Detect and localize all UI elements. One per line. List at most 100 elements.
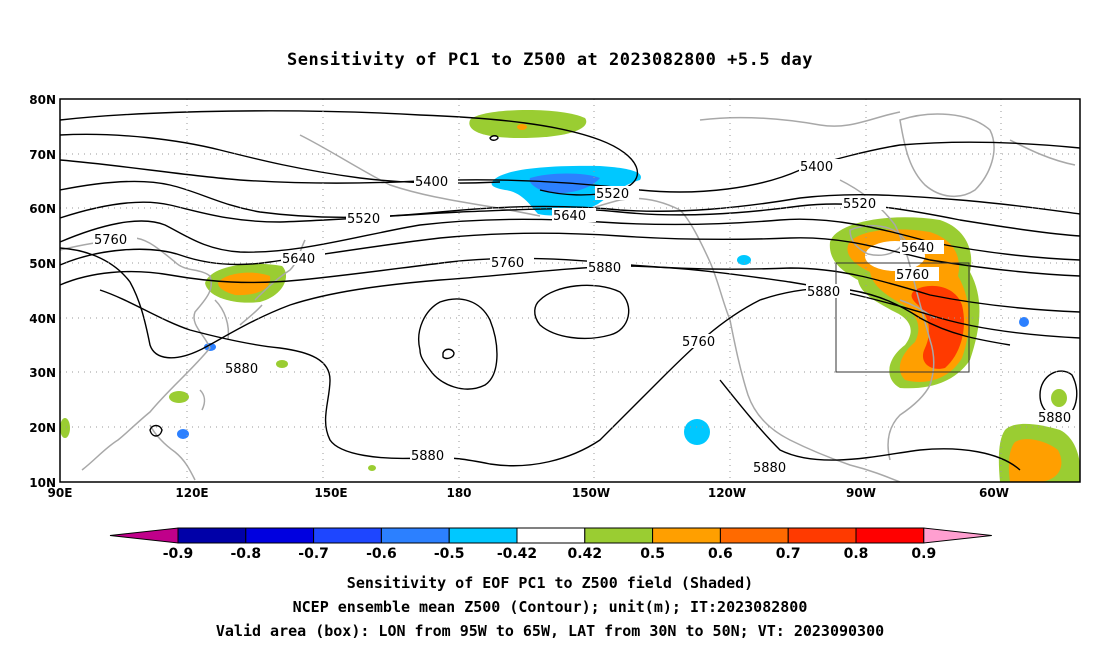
colorbar-tick-label: 0.42: [568, 546, 603, 562]
lon-label: 150E: [314, 486, 347, 500]
contour-label-5880: 5880: [225, 362, 258, 377]
contour-label-5880: 5880: [753, 461, 786, 476]
colorbar-tick-label: -0.8: [230, 546, 261, 562]
colorbar-tick-label: -0.6: [366, 546, 397, 562]
contour-5760: [60, 247, 1080, 359]
lat-label: 60N: [29, 202, 56, 216]
colorbar-segment: [855, 527, 925, 544]
lon-label: 90W: [846, 486, 876, 500]
shade-scs-green: [169, 391, 189, 403]
shade-wp-green: [276, 360, 288, 368]
coast-na-west: [729, 319, 901, 482]
valid-area-box: [835, 262, 970, 373]
shade-pac-blue: [684, 419, 710, 445]
shade-atl-green2: [1051, 389, 1067, 407]
contour-label-5760: 5760: [94, 233, 127, 248]
contour-label-5760: 5760: [682, 335, 715, 350]
colorbar-high-extension: [923, 527, 992, 544]
shade-arctic-orange: [517, 124, 527, 130]
contour-label-5880: 5880: [1038, 411, 1071, 426]
contour-label-5640: 5640: [901, 241, 934, 256]
coast-hudson: [849, 224, 906, 256]
colorbar-segment: [516, 527, 586, 544]
contour-a: [60, 180, 1080, 218]
coast-alaska: [559, 197, 731, 321]
colorbar-low-extension: [109, 527, 179, 544]
caption-line-2: NCEP ensemble mean Z500 (Contour); unit(…: [292, 598, 808, 616]
contour-small-1: [442, 348, 455, 360]
coast-philippines: [149, 424, 196, 481]
colorbar-tick-label: 0.9: [911, 546, 936, 562]
colorbar-tick-label: 0.5: [640, 546, 665, 562]
shade-atl-orange: [1008, 439, 1062, 482]
coast-korea: [214, 299, 230, 341]
shade-pac-green2: [368, 465, 376, 471]
colorbar-segment: [313, 527, 382, 544]
shade-ph-blue: [177, 429, 189, 439]
contour-anticyclone: [418, 298, 498, 390]
contour-b: [60, 218, 1080, 261]
lat-label: 20N: [29, 421, 56, 435]
coastline-layer: [60, 111, 1076, 482]
shade-japan-orange: [218, 272, 271, 296]
colorbar-segment: [380, 527, 450, 544]
contour-pacific-high: [534, 284, 630, 340]
contour-label-5880: 5880: [411, 449, 444, 464]
contour-label-5880: 5880: [588, 261, 621, 276]
coast-asia: [60, 237, 212, 471]
lon-label: 90E: [48, 486, 73, 500]
contour-label-5760: 5760: [491, 256, 524, 271]
colorbar-tick-label: 0.8: [844, 546, 869, 562]
coast-siberia: [299, 134, 541, 217]
colorbar-segment: [584, 527, 654, 544]
contour-5880: [99, 287, 1011, 467]
colorbar-segment: [652, 527, 721, 544]
shade-atl-blue: [1019, 317, 1029, 327]
shade-id-green: [60, 418, 70, 438]
contour-c: [60, 257, 1080, 313]
contour-label-5640: 5640: [282, 252, 315, 267]
contour-label-5400: 5400: [800, 160, 833, 175]
contour-5640: [60, 232, 1080, 277]
contour-label-5400: 5400: [415, 175, 448, 190]
colorbar-segment: [245, 527, 315, 544]
coast-taiwan: [199, 389, 206, 411]
contour-labels: 5400 5400 5520 5520 5520 5640 5640 5640 …: [93, 159, 1079, 476]
lon-label: 150W: [572, 486, 610, 500]
lat-label: 50N: [29, 257, 56, 271]
caption-line-1: Sensitivity of EOF PC1 to Z500 field (Sh…: [346, 574, 754, 592]
colorbar-segment: [448, 527, 518, 544]
colorbar-segment: [177, 527, 247, 544]
contour-label-5520: 5520: [843, 197, 876, 212]
longitude-labels: 90E 120E 150E 180 150W 120W 90W 60W: [48, 486, 1009, 500]
contour-label-5520: 5520: [596, 187, 629, 202]
colorbar-tick-label: -0.42: [497, 546, 537, 562]
lon-label: 120E: [175, 486, 208, 500]
contour-label-5880: 5880: [807, 285, 840, 300]
contour-label-5640: 5640: [553, 209, 586, 224]
lon-label: 120W: [708, 486, 746, 500]
colorbar: -0.9 -0.8 -0.7 -0.6 -0.5 -0.42 0.42 0.5 0.6 0.7 0.…: [109, 527, 992, 562]
latitude-labels: 80N 70N 60N 50N 40N 30N 20N 10N: [29, 93, 56, 490]
coast-greenland: [899, 113, 995, 197]
lat-label: 80N: [29, 93, 56, 107]
colorbar-tick-label: 0.6: [708, 546, 733, 562]
map-frame: [59, 98, 1081, 483]
caption-line-3: Valid area (box): LON from 95W to 65W, L…: [215, 622, 885, 640]
colorbar-segment: [787, 527, 857, 544]
shade-mx-blue: [737, 255, 751, 265]
map-title: Sensitivity of PC1 to Z500 at 2023082800…: [286, 50, 813, 70]
contour-label-5520: 5520: [347, 212, 380, 227]
coast-japan: [239, 239, 306, 326]
contour-small-2: [149, 424, 163, 437]
lat-label: 70N: [29, 148, 56, 162]
colorbar-segment: [719, 527, 789, 544]
lat-label: 30N: [29, 366, 56, 380]
lat-label: 10N: [29, 476, 56, 490]
shading-layer: [60, 109, 1080, 482]
colorbar-tick-label: -0.9: [163, 546, 194, 562]
colorbar-tick-label: -0.5: [434, 546, 465, 562]
coast-na-east: [839, 179, 935, 461]
contour-label-5760: 5760: [896, 268, 929, 283]
